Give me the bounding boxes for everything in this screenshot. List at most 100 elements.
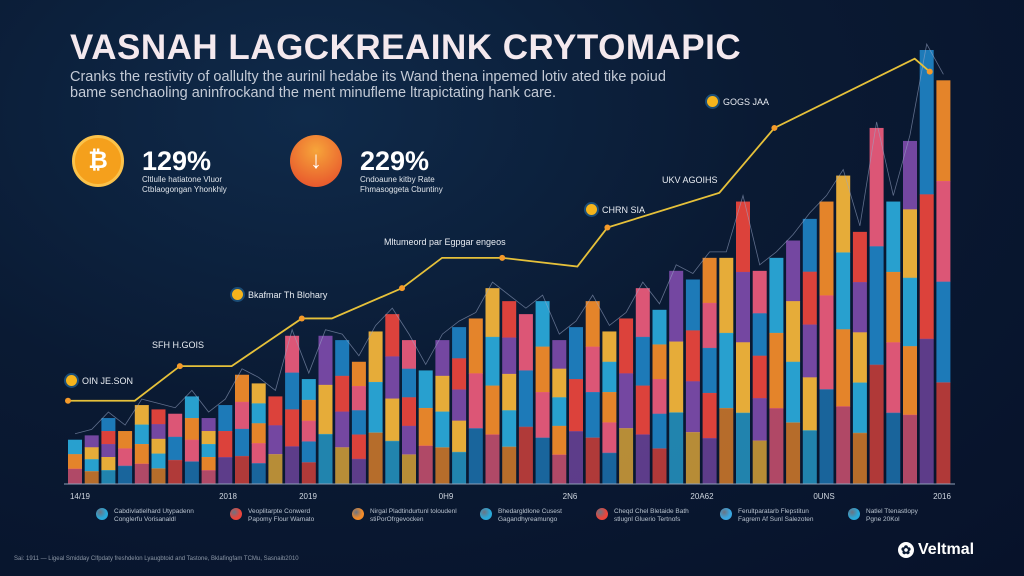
bar-segment — [318, 335, 333, 386]
bar-segment — [869, 246, 884, 366]
legend-marker — [848, 508, 860, 520]
bar-segment — [903, 209, 917, 279]
bar-segment — [652, 309, 667, 345]
bar-segment — [134, 463, 149, 484]
bar-segment — [936, 281, 951, 383]
stat-value: 229% — [360, 145, 430, 176]
bar-segment — [134, 405, 149, 426]
legend-item: Cheqd Chel Bletaide Bath stlugnl Gluerio … — [596, 508, 689, 524]
bar-segment — [402, 368, 416, 398]
bar-segment — [402, 454, 416, 484]
bar-segment — [752, 440, 767, 484]
bar-segment — [802, 324, 817, 378]
bar-segment — [652, 379, 667, 415]
bar-segment — [702, 347, 717, 394]
bar-segment — [184, 461, 199, 484]
bar-segment — [919, 50, 934, 195]
stat-caption-sub: Fhmasoggeta Cbuntiny — [360, 185, 443, 194]
stat-card-1: ₿ 129% Cltlulle hatiatone Vluor Ctblaogon… — [72, 135, 227, 194]
bar — [552, 340, 567, 484]
bar — [301, 379, 316, 484]
trend-point — [499, 254, 506, 261]
bar — [769, 257, 784, 484]
bar-segment — [786, 422, 801, 484]
bar-segment — [619, 373, 634, 429]
bar — [669, 270, 684, 484]
bar-segment — [385, 398, 400, 442]
bar-segment — [335, 447, 350, 484]
bar-segment — [769, 257, 784, 334]
bar-segment — [919, 338, 934, 484]
bar-segment — [852, 382, 867, 434]
bar-segment — [585, 346, 600, 393]
bar-segment — [669, 412, 684, 484]
bar-segment — [218, 457, 233, 484]
trend-line — [68, 57, 931, 402]
bar-segment — [251, 443, 266, 464]
legend-marker — [480, 508, 492, 520]
bar-segment — [869, 364, 884, 484]
bar-segment — [886, 412, 901, 484]
annotation: CHRN SIA — [586, 204, 645, 215]
coin-icon — [707, 96, 718, 107]
bar-segment — [802, 377, 817, 431]
bar-segment — [786, 301, 801, 363]
bar-segment — [301, 420, 316, 442]
bar-segment — [502, 410, 517, 448]
bar-segment — [251, 383, 266, 404]
bar-segment — [251, 403, 266, 424]
annotation: SFH H.GOIS — [152, 340, 205, 350]
bar — [184, 396, 199, 484]
bar-segment — [852, 432, 867, 484]
source-note: Sai: 1911 — Ligeal Smidday Clfpdaty fres… — [14, 556, 299, 562]
bar-segment — [268, 454, 283, 484]
bar-segment — [518, 314, 533, 371]
legend-item: Nirgal Pladtindurtunl toloudenl stiPorOfr… — [352, 508, 457, 524]
legend-sublabel: Conglerfu Vorisanaldl — [114, 516, 176, 523]
legend-label: Ferultparatarb Flepstitun — [738, 508, 809, 515]
bar-segment — [118, 448, 133, 467]
bar-segment — [435, 411, 450, 448]
bar-segment — [218, 431, 233, 458]
legend-label: Nirgal Pladtindurtunl toloudenl — [370, 508, 457, 515]
bar-segment — [819, 201, 834, 296]
annotation: Bkafmar Th Blohary — [232, 289, 327, 300]
bar — [736, 201, 750, 484]
bar — [251, 383, 266, 484]
bar — [752, 270, 767, 484]
bar-segment — [702, 392, 717, 439]
stat-card-2: ↓ 229% Cndoaune kitby Rate Fhmasoggeta Cb… — [290, 135, 443, 194]
bar-segment — [852, 231, 867, 283]
x-tick-label: 14/19 — [69, 492, 91, 501]
bar — [619, 318, 634, 484]
bar — [452, 327, 467, 484]
bar-segment — [552, 340, 567, 370]
bar-segment — [285, 446, 300, 484]
bar-segment — [184, 418, 199, 441]
bar-segment — [752, 398, 767, 442]
bar-segment — [235, 428, 249, 457]
bar-segment — [852, 282, 867, 333]
bar — [585, 301, 600, 484]
bar-segment — [903, 277, 917, 347]
bar-segment — [635, 336, 650, 387]
bar-segment — [335, 340, 350, 377]
bar-segment — [452, 451, 467, 484]
bar — [836, 175, 851, 484]
stat-caption: Cltlulle hatiatone Vluor — [142, 175, 223, 184]
bar-segment — [602, 392, 617, 423]
bar-segment — [402, 425, 416, 455]
legend-label: Cheqd Chel Bletaide Bath — [614, 508, 689, 515]
legend-label: Natlel Ttenastlopy — [866, 508, 918, 515]
trend-point — [926, 68, 933, 75]
bar-segment — [752, 313, 767, 357]
bar-segment — [819, 389, 834, 484]
x-tick-label: 0UNS — [813, 492, 835, 501]
bar-segment — [201, 444, 216, 458]
x-tick-label: 2016 — [933, 492, 951, 501]
bar-segment — [602, 331, 617, 363]
bar-segment — [351, 386, 366, 411]
trend-point — [399, 285, 405, 292]
bar-segment — [585, 392, 600, 439]
bar-segment — [285, 372, 300, 410]
